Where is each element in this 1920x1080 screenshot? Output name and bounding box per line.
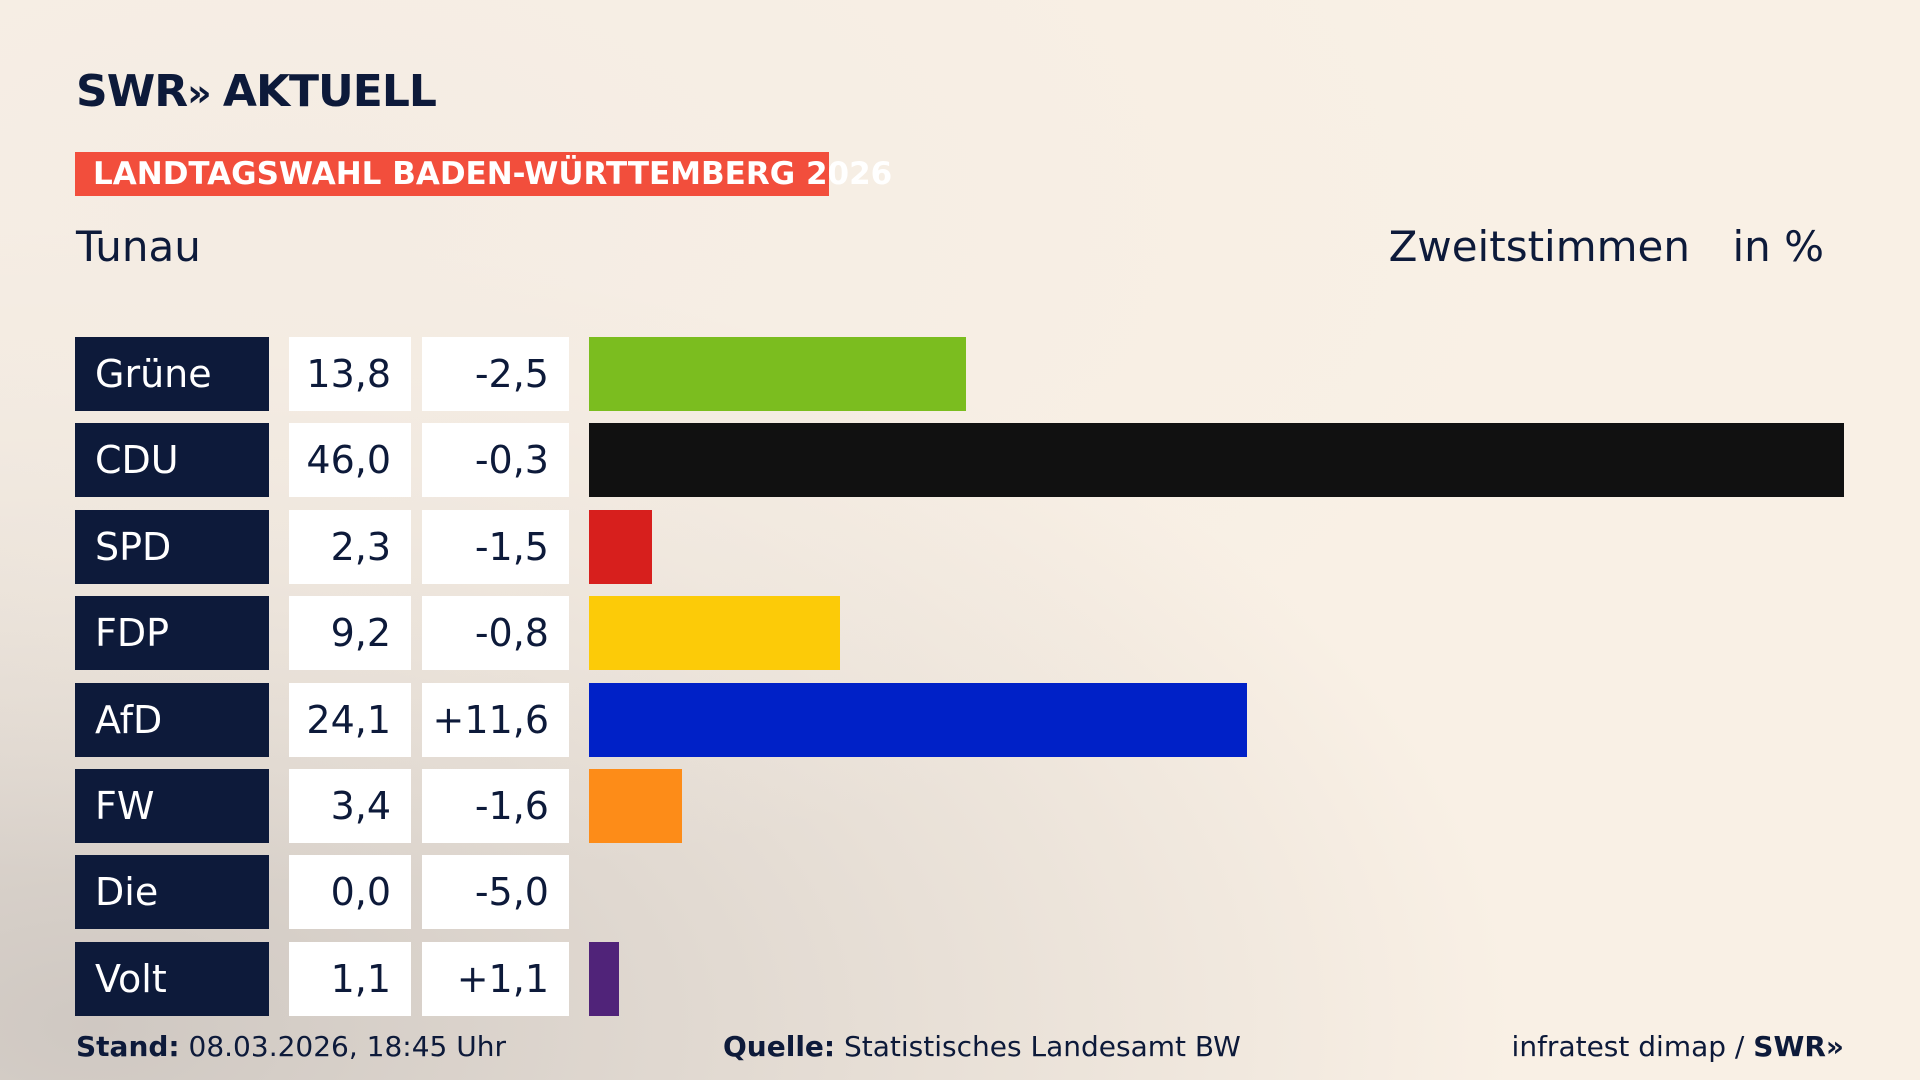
source-label: Quelle: — [723, 1030, 836, 1063]
bar — [589, 337, 966, 411]
credit-arrows: » — [1825, 1030, 1844, 1063]
footer-source: Quelle: Statistisches Landesamt BW — [723, 1030, 1241, 1063]
value-label: 13,8 — [289, 337, 411, 411]
party-label: SPD — [75, 509, 269, 584]
footer-stand: Stand: 08.03.2026, 18:45 Uhr — [76, 1030, 506, 1063]
measure-label: Zweitstimmen — [1388, 222, 1690, 271]
bar — [589, 596, 840, 671]
logo-product: AKTUELL — [222, 66, 437, 117]
change-label: +1,1 — [422, 941, 569, 1016]
change-label: -1,6 — [422, 769, 569, 843]
party-label: FW — [75, 769, 269, 843]
credit: infratest dimap / — [1511, 1030, 1745, 1063]
stand: 08.03.2026, 18:45 Uhr — [188, 1030, 506, 1063]
unit-label: in % — [1732, 222, 1824, 271]
value-label: 0,0 — [289, 855, 411, 930]
value-label: 46,0 — [289, 423, 411, 498]
change-label: -1,5 — [422, 509, 569, 584]
logo: SWR» AKTUELL — [76, 66, 437, 117]
credit-brand: SWR — [1753, 1030, 1826, 1063]
change-label: -2,5 — [422, 337, 569, 411]
value-label: 1,1 — [289, 941, 411, 1016]
logo-arrows: » — [187, 71, 223, 115]
bar — [589, 509, 652, 584]
value-label: 3,4 — [289, 769, 411, 843]
change-label: -0,8 — [422, 596, 569, 671]
bar — [589, 682, 1247, 757]
source: Statistisches Landesamt BW — [844, 1030, 1241, 1063]
chart-title: LANDTAGSWAHL BADEN-WÜRTTEMBERG 2026 — [75, 152, 892, 196]
party-label: Volt — [75, 941, 269, 1016]
value-label: 9,2 — [289, 596, 411, 671]
footer-credit: infratest dimap / SWR» — [1512, 1030, 1844, 1063]
subtitle: Tunau — [76, 222, 201, 271]
value-label: 2,3 — [289, 509, 411, 584]
party-label: Die Basis — [75, 855, 269, 988]
change-label: +11,6 — [422, 682, 569, 757]
bar — [589, 769, 682, 843]
party-label: AfD — [75, 682, 269, 757]
change-label: -5,0 — [422, 855, 569, 930]
party-label: CDU — [75, 423, 269, 498]
stand-label: Stand: — [76, 1030, 180, 1063]
bar — [589, 941, 619, 1016]
logo-brand: SWR — [76, 66, 188, 117]
change-label: -0,3 — [422, 423, 569, 498]
value-label: 24,1 — [289, 682, 411, 757]
party-label: FDP — [75, 596, 269, 671]
bar — [589, 423, 1844, 498]
party-label: Grüne — [75, 337, 269, 411]
